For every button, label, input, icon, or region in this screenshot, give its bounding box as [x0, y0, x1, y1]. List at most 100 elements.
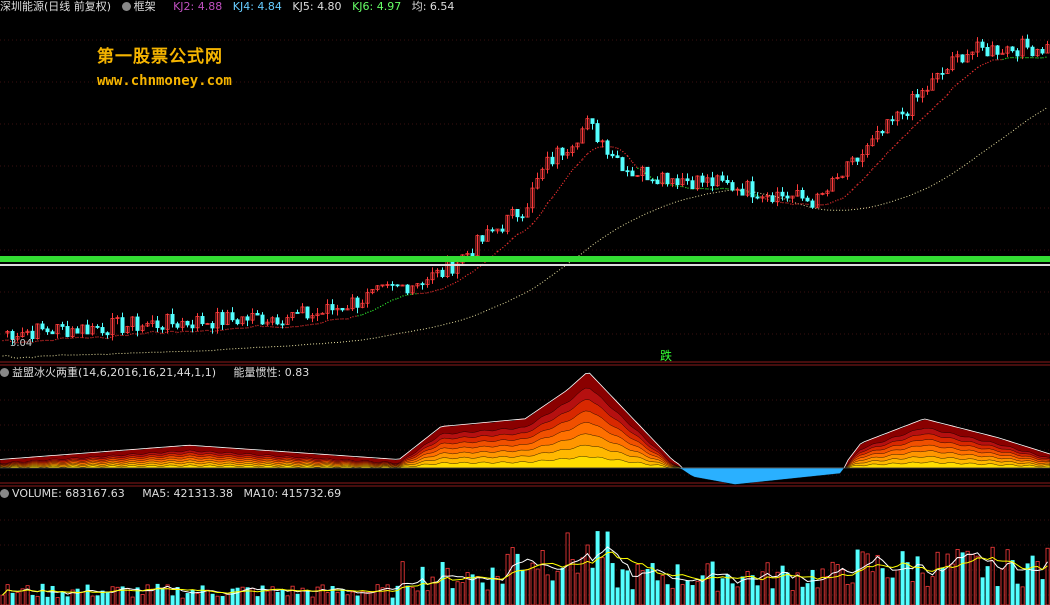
trend-ma-segment [747, 191, 753, 195]
volume-bar [430, 576, 435, 605]
candle-body [645, 166, 650, 181]
volume-bar [30, 594, 35, 605]
volume-bar [665, 584, 670, 605]
long-ma-line [2, 106, 1048, 359]
candle-body [320, 312, 325, 315]
trend-ma-segment [872, 163, 878, 170]
candle-body [165, 313, 170, 330]
candle-body [470, 253, 475, 257]
trend-ma-segment [127, 333, 133, 337]
settings-icon[interactable] [121, 1, 131, 11]
volume-bar [940, 567, 945, 605]
volume-bar [570, 559, 575, 605]
volume-bar [575, 572, 580, 605]
volume-bar [420, 566, 425, 605]
volume-bar [1020, 586, 1025, 605]
candle-body [820, 192, 825, 195]
candle-body [250, 313, 255, 321]
trend-ma-segment [727, 188, 733, 191]
volume-bar [290, 585, 295, 605]
candle-body [780, 191, 785, 197]
trend-ma-segment [842, 193, 848, 199]
trend-ma-segment [807, 203, 813, 207]
candle-body [640, 166, 645, 176]
volume-bar [590, 567, 595, 605]
trend-ma-segment [852, 184, 858, 191]
candle-body [260, 314, 265, 325]
volume-bar [1045, 547, 1050, 605]
trend-ma-segment [422, 292, 428, 295]
candle-body [450, 259, 455, 274]
panel-menu-icon[interactable] [0, 367, 9, 377]
volume-menu-icon[interactable] [0, 488, 9, 498]
candle-body [570, 146, 575, 153]
candle-body [955, 54, 960, 58]
candle-body [350, 297, 355, 310]
trend-ma-segment [442, 285, 448, 290]
trend-ma-segment [162, 331, 168, 335]
candle-body [480, 235, 485, 242]
trend-ma-segment [212, 329, 218, 333]
volume-bar [375, 584, 380, 605]
candle-body [815, 193, 820, 208]
candle-body [140, 325, 145, 331]
trend-ma-segment [977, 64, 983, 69]
trend-ma-segment [502, 243, 508, 249]
volume-bar [215, 595, 220, 605]
candle-body [400, 284, 405, 287]
trend-ma-segment [72, 336, 78, 339]
candle-body [990, 45, 995, 57]
volume-ma10-line [2, 551, 1048, 596]
volume-bar [735, 586, 740, 605]
candle-body [890, 119, 895, 122]
trend-ma-segment [367, 310, 373, 314]
volume-ma10: MA10: 415732.69 [243, 487, 342, 500]
trend-ma-segment [452, 280, 458, 285]
stock-title: 深圳能源(日线 前复权) [0, 0, 112, 13]
trend-ma-segment [157, 331, 163, 335]
volume-bar [595, 531, 600, 605]
candle-body [1010, 46, 1015, 52]
trend-ma-segment [957, 79, 963, 85]
candle-body [740, 188, 745, 196]
volume-bar [910, 581, 915, 605]
volume-bar [175, 587, 180, 605]
candle-body [665, 172, 670, 185]
trend-ma-segment [562, 176, 568, 185]
volume-label[interactable]: VOLUME: 683167.63 [12, 487, 125, 500]
volume-bar [695, 580, 700, 605]
trend-ma-segment [357, 314, 363, 317]
candle-body [790, 195, 795, 199]
trend-ma-segment [567, 169, 573, 177]
trend-ma-segment [407, 293, 413, 296]
volume-bar [280, 589, 285, 605]
candle-body [385, 284, 390, 286]
candle-body [25, 330, 30, 334]
volume-bar [285, 595, 290, 605]
volume-bar [460, 582, 465, 605]
candle-body [135, 316, 140, 331]
volume-bar [360, 590, 365, 605]
trend-ma-segment [1042, 56, 1048, 59]
volume-bar [555, 570, 560, 605]
candle-body [410, 285, 415, 294]
candle-body [20, 332, 25, 337]
trend-ma-segment [612, 146, 618, 149]
candle-body [230, 312, 235, 321]
trend-ma-segment [387, 299, 393, 304]
volume-bar [180, 597, 185, 605]
volume-bar [415, 590, 420, 605]
trend-ma-segment [667, 183, 673, 186]
energy-panel-title[interactable]: 益盟冰火两重(14,6,2016,16,21,44,1,1) [12, 366, 217, 379]
candle-body [375, 285, 380, 290]
candle-body [760, 196, 765, 199]
candle-body [995, 45, 1000, 55]
candle-body [1025, 38, 1030, 48]
frame-label[interactable]: 框架 [133, 0, 156, 13]
volume-bar [705, 563, 710, 605]
trend-ma-segment [467, 271, 473, 276]
trend-ma-segment [877, 158, 883, 165]
volume-bar [330, 586, 335, 605]
volume-bar [210, 593, 215, 605]
volume-bar [715, 590, 720, 605]
